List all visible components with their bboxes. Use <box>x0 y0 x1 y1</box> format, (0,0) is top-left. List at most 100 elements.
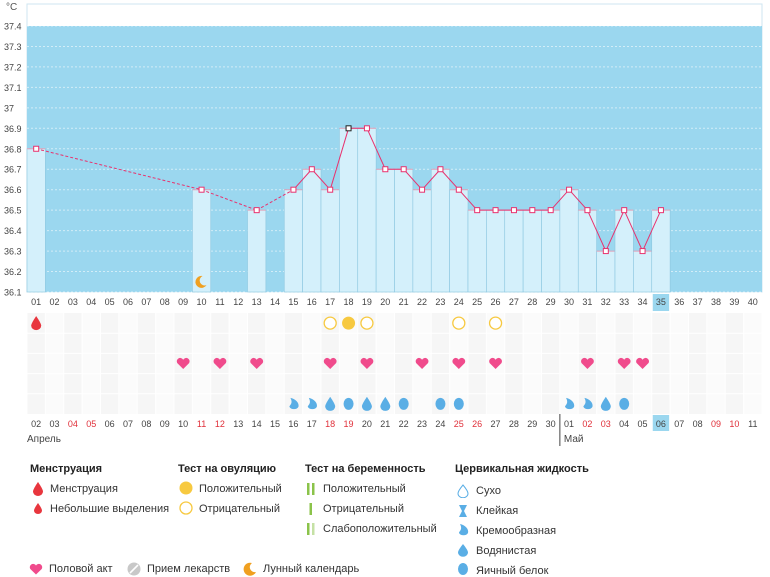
cycle-day-label: 12 <box>233 297 243 307</box>
y-tick-label: 36.4 <box>4 226 22 236</box>
y-tick-label: 36.1 <box>4 288 22 298</box>
menstruation-drop-icon <box>33 482 43 496</box>
cycle-day-label: 18 <box>344 297 354 307</box>
fluid-egg-white-icon <box>619 397 630 410</box>
symbol-grid-column <box>82 313 100 414</box>
calendar-date-label: 03 <box>50 419 60 429</box>
calendar-date-label: 02 <box>582 419 592 429</box>
temperature-point <box>566 186 573 193</box>
legend-fluid-egg-white: Яичный белок <box>476 565 549 577</box>
calendar-date-label: 20 <box>362 419 372 429</box>
y-tick-label: 37.3 <box>4 42 22 52</box>
symbol-grid-column <box>137 313 156 414</box>
moon-icon <box>195 275 207 288</box>
fluid-watery-icon <box>600 396 611 411</box>
calendar-date-label: 27 <box>491 419 501 429</box>
temperature-point <box>474 207 481 214</box>
fluid-egg-white-icon <box>398 397 409 410</box>
month-label: Апрель <box>27 434 61 445</box>
temperature-line-segment <box>311 168 331 191</box>
symbol-grid-column <box>266 313 284 414</box>
temperature-bar <box>541 209 561 293</box>
symbol-grid-column <box>652 313 670 414</box>
fluid-creamy-icon <box>583 397 593 410</box>
y-tick-label: 37.2 <box>4 62 22 72</box>
calendar-date-label: 08 <box>693 419 703 429</box>
y-tick-label: 36.3 <box>4 247 22 257</box>
calendar-date-label: 26 <box>472 419 482 429</box>
legend-pregnancy-title: Тест на беременность <box>305 463 426 475</box>
cycle-day-label: 16 <box>307 297 317 307</box>
temperature-line-segment <box>605 209 625 252</box>
calendar-date-label: 17 <box>307 419 317 429</box>
temperature-point <box>33 145 40 152</box>
moon-icon <box>243 562 256 576</box>
legend-intercourse: Половой акт <box>49 563 113 575</box>
calendar-date-label: 06 <box>656 419 666 429</box>
heart-icon <box>29 563 43 575</box>
fluid-creamy-icon <box>565 397 575 410</box>
cycle-day-label: 09 <box>178 297 188 307</box>
temperature-point <box>345 125 352 132</box>
temperature-line-segment <box>623 209 644 252</box>
temperature-bar <box>449 189 469 293</box>
temperature-line-segment <box>550 189 570 211</box>
calendar-date-label: 11 <box>197 419 206 429</box>
cycle-day-label: 11 <box>215 297 224 307</box>
symbol-grid-column <box>689 313 707 414</box>
y-tick-label: 37.1 <box>4 83 22 93</box>
symbol-grid-column <box>670 313 688 414</box>
temperature-bar <box>394 168 414 293</box>
symbol-grid-column <box>468 313 486 414</box>
cycle-day-label: 03 <box>68 297 78 307</box>
calendar-date-label: 07 <box>123 419 133 429</box>
calendar-date-label: 29 <box>527 419 537 429</box>
temperature-bar <box>559 189 579 293</box>
fluid-egg-white-icon <box>343 397 354 410</box>
temperature-bar <box>522 209 542 293</box>
temperature-point <box>400 166 407 173</box>
temperature-bar <box>357 128 377 293</box>
cycle-day-label: 35 <box>656 297 666 307</box>
ovulation-positive-icon <box>342 316 356 330</box>
heart-icon <box>617 357 631 369</box>
y-tick-label: 36.8 <box>4 144 22 154</box>
temperature-point <box>529 207 536 214</box>
heart-icon <box>360 357 374 369</box>
calendar-date-label: 05 <box>86 419 96 429</box>
temperature-bar <box>302 168 322 293</box>
temperature-point <box>602 248 609 255</box>
y-tick-label: 36.9 <box>4 124 22 134</box>
temperature-point <box>547 207 554 214</box>
symbol-grid-column <box>284 313 303 414</box>
temperature-bar <box>375 168 395 293</box>
fluid-watery-icon <box>361 396 372 411</box>
cycle-day-label: 22 <box>417 297 427 307</box>
heart-icon <box>415 357 429 369</box>
legend-lunar: Лунный календарь <box>263 563 360 575</box>
symbol-grid-column <box>339 313 358 414</box>
temperature-line-segment <box>366 128 386 170</box>
temperature-point <box>621 207 628 214</box>
legend-fluid-dry: Сухо <box>476 485 501 497</box>
current-date-highlight <box>652 415 670 431</box>
temperature-line-segment <box>421 168 441 191</box>
calendar-date-label: 22 <box>399 419 409 429</box>
temperature-line-segment <box>586 209 607 252</box>
cycle-day-label: 34 <box>638 297 648 307</box>
cycle-day-label: 37 <box>693 297 703 307</box>
heart-icon <box>581 357 594 369</box>
cycle-day-label: 02 <box>50 297 60 307</box>
ovulation-negative-icon <box>452 316 466 330</box>
cycle-day-label: 25 <box>472 297 482 307</box>
cycle-day-label: 04 <box>86 297 96 307</box>
symbol-grid-column <box>542 313 560 414</box>
pill-icon <box>127 562 141 576</box>
symbol-grid-column <box>101 313 119 414</box>
cycle-day-label: 08 <box>160 297 170 307</box>
temperature-line-segment <box>642 209 662 252</box>
temperature-point <box>657 207 664 214</box>
temperature-point <box>308 166 315 173</box>
temperature-bar <box>339 128 359 293</box>
